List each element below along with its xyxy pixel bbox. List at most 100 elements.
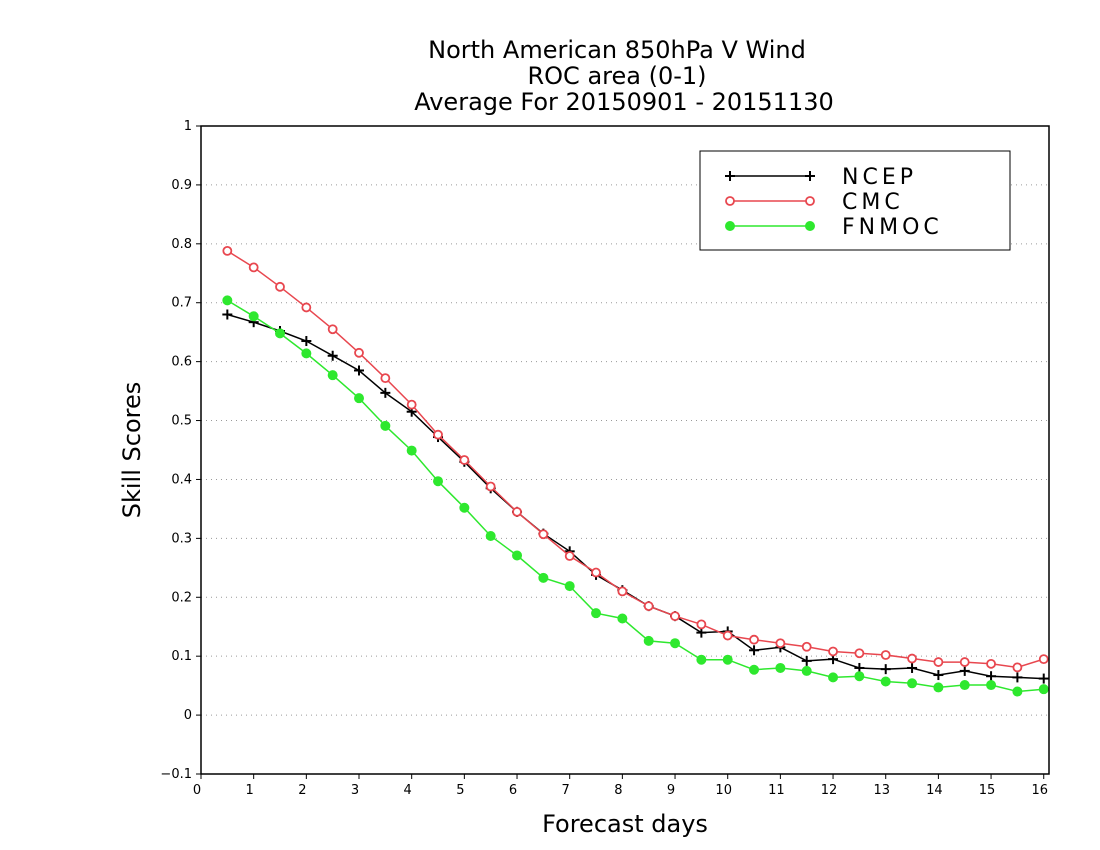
x-tick-label: 1 — [246, 783, 254, 798]
data-point — [933, 657, 944, 667]
data-point — [459, 455, 470, 465]
y-tick-label: 0.7 — [171, 296, 192, 311]
data-point — [696, 627, 707, 638]
data-point — [643, 601, 654, 612]
series-layer — [222, 245, 1049, 697]
data-point — [354, 365, 365, 376]
data-point — [801, 641, 812, 652]
chart-title: North American 850hPa V Wind — [428, 36, 806, 64]
y-tick-label: −0.1 — [160, 767, 192, 782]
data-point — [459, 502, 470, 513]
data-point — [749, 664, 760, 675]
legend-item-fnmoc: FNMOC — [725, 215, 943, 240]
data-point — [564, 551, 575, 561]
data-point — [959, 680, 970, 691]
data-point — [433, 476, 444, 487]
data-point — [275, 281, 285, 292]
data-point — [512, 506, 522, 517]
x-tick-label: 12 — [821, 783, 838, 798]
data-point — [959, 657, 970, 667]
data-point — [854, 648, 865, 659]
data-point — [301, 348, 312, 359]
data-point — [775, 638, 786, 649]
data-point — [406, 445, 417, 456]
x-tick-label: 3 — [351, 783, 359, 798]
x-tick-label: 5 — [456, 783, 464, 798]
data-point — [1038, 654, 1049, 665]
x-tick-label: 2 — [298, 783, 306, 798]
data-point — [670, 611, 680, 622]
data-point — [380, 387, 391, 398]
data-point — [749, 645, 760, 656]
data-point — [1012, 686, 1023, 697]
data-point — [805, 196, 815, 206]
data-point — [248, 311, 259, 322]
legend-label: CMC — [842, 190, 904, 215]
y-axis-ticks: −0.1 0 0.1 0.2 0.3 0.4 0.5 0.6 0.7 0.8 0.9 1 — [160, 119, 201, 782]
data-point — [1012, 662, 1023, 673]
data-point — [354, 393, 365, 404]
x-tick-label: 13 — [873, 783, 890, 798]
data-point — [222, 309, 233, 320]
data-point — [1012, 672, 1023, 683]
y-tick-label: 0.4 — [171, 472, 192, 487]
x-axis-label: Forecast days — [542, 810, 708, 838]
y-tick-label: 0.9 — [171, 178, 192, 193]
x-tick-label: 9 — [667, 783, 675, 798]
data-point — [275, 328, 286, 339]
data-point — [805, 171, 815, 181]
data-point — [696, 654, 707, 665]
data-point — [986, 680, 997, 691]
x-tick-label: 11 — [768, 783, 785, 798]
data-point — [433, 429, 443, 440]
x-tick-label: 16 — [1031, 783, 1048, 798]
chart-subtitle: ROC area (0-1) — [527, 62, 706, 90]
legend-item-ncep: NCEP — [725, 165, 917, 190]
data-point — [643, 635, 654, 646]
x-tick-label: 6 — [509, 783, 517, 798]
data-point — [828, 672, 839, 683]
data-point — [880, 650, 891, 660]
x-tick-label: 15 — [979, 783, 996, 798]
data-point — [986, 658, 996, 669]
data-point — [1038, 684, 1049, 695]
data-point — [725, 196, 735, 206]
data-point — [801, 665, 812, 676]
series-ncep — [222, 309, 1049, 684]
x-tick-label: 10 — [715, 783, 732, 798]
data-point — [801, 655, 812, 666]
series-line-cmc — [226, 250, 1044, 669]
series-cmc — [222, 245, 1049, 673]
y-tick-label: 0.3 — [171, 531, 192, 546]
data-point — [327, 350, 338, 361]
data-point — [327, 370, 338, 381]
data-point — [617, 613, 628, 624]
data-point — [907, 662, 918, 673]
data-point — [828, 646, 838, 657]
x-tick-label: 7 — [562, 783, 570, 798]
y-tick-label: 0.1 — [171, 649, 192, 664]
data-point — [591, 608, 602, 619]
y-tick-label: 1 — [184, 119, 192, 134]
data-point — [722, 654, 733, 665]
data-point — [670, 638, 681, 649]
data-point — [933, 670, 944, 681]
legend-label: FNMOC — [842, 215, 943, 240]
data-point — [933, 682, 944, 693]
plot-frame — [200, 125, 1050, 775]
x-tick-label: 14 — [926, 783, 943, 798]
y-tick-label: 0 — [184, 708, 192, 723]
y-tick-label: 0.5 — [171, 414, 192, 429]
data-point — [354, 347, 364, 358]
series-line-fnmoc — [226, 299, 1044, 693]
data-point — [591, 567, 601, 578]
data-point — [222, 295, 233, 306]
x-tick-label: 8 — [614, 783, 622, 798]
data-point — [907, 653, 917, 664]
data-point — [959, 665, 970, 676]
gridlines — [201, 184, 1049, 716]
series-line-ncep — [227, 313, 1044, 680]
legend-label: NCEP — [842, 165, 917, 190]
